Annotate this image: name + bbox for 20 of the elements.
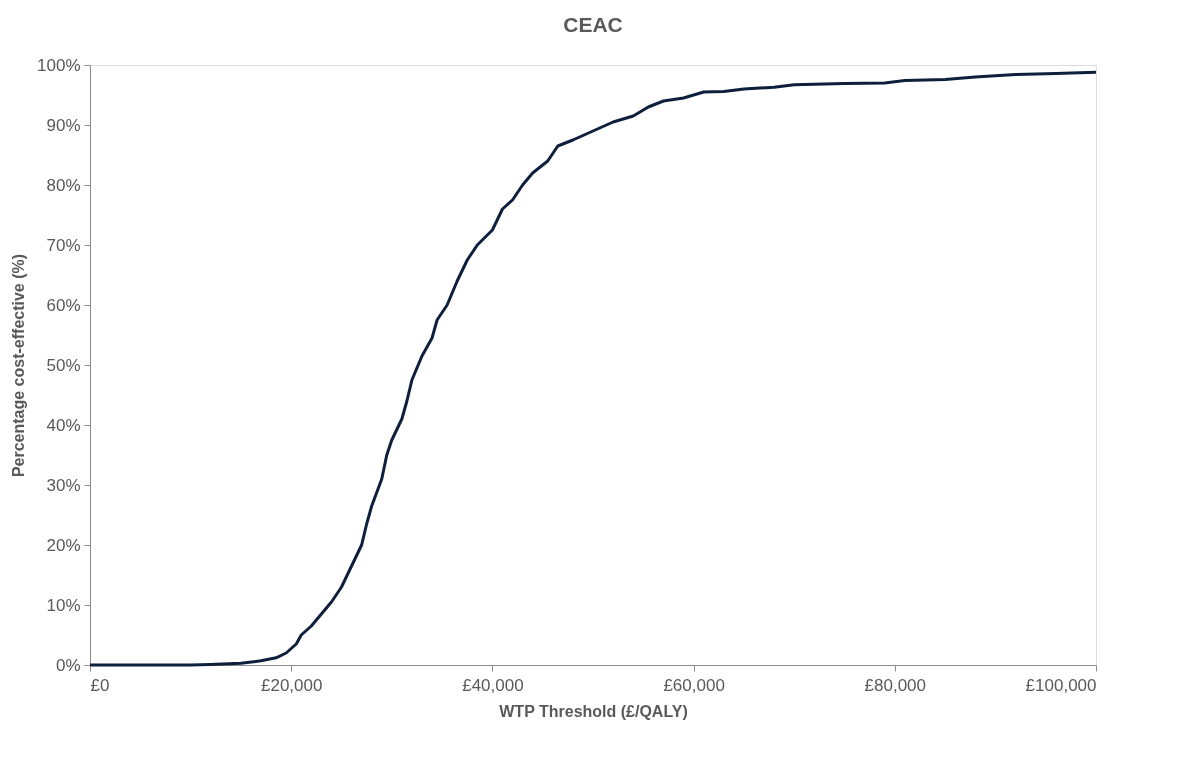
- chart-title: CEAC: [563, 13, 623, 36]
- y-tick-label: 70%: [46, 235, 81, 255]
- y-tick-label: 20%: [46, 535, 81, 555]
- y-tick-label: 0%: [55, 655, 81, 675]
- y-tick-label: 40%: [46, 415, 81, 435]
- x-axis-title: WTP Threshold (£/QALY): [499, 702, 688, 720]
- y-tick-label: 10%: [46, 595, 81, 615]
- x-tick-label: £100,000: [1025, 675, 1097, 695]
- x-tick-label: £20,000: [260, 675, 323, 695]
- y-tick-label: 60%: [46, 295, 81, 315]
- x-tick-label: £80,000: [864, 675, 927, 695]
- y-axis-title: Percentage cost-effective (%): [10, 253, 28, 478]
- x-tick-label: £40,000: [462, 675, 524, 695]
- y-tick-label: 80%: [46, 175, 81, 195]
- y-tick-label: 90%: [46, 115, 81, 135]
- x-tick-label: £0: [90, 675, 110, 695]
- y-tick-label: 30%: [46, 475, 81, 495]
- y-tick-label: 50%: [46, 355, 81, 375]
- x-tick-label: £60,000: [663, 675, 725, 695]
- y-tick-label: 100%: [37, 55, 81, 75]
